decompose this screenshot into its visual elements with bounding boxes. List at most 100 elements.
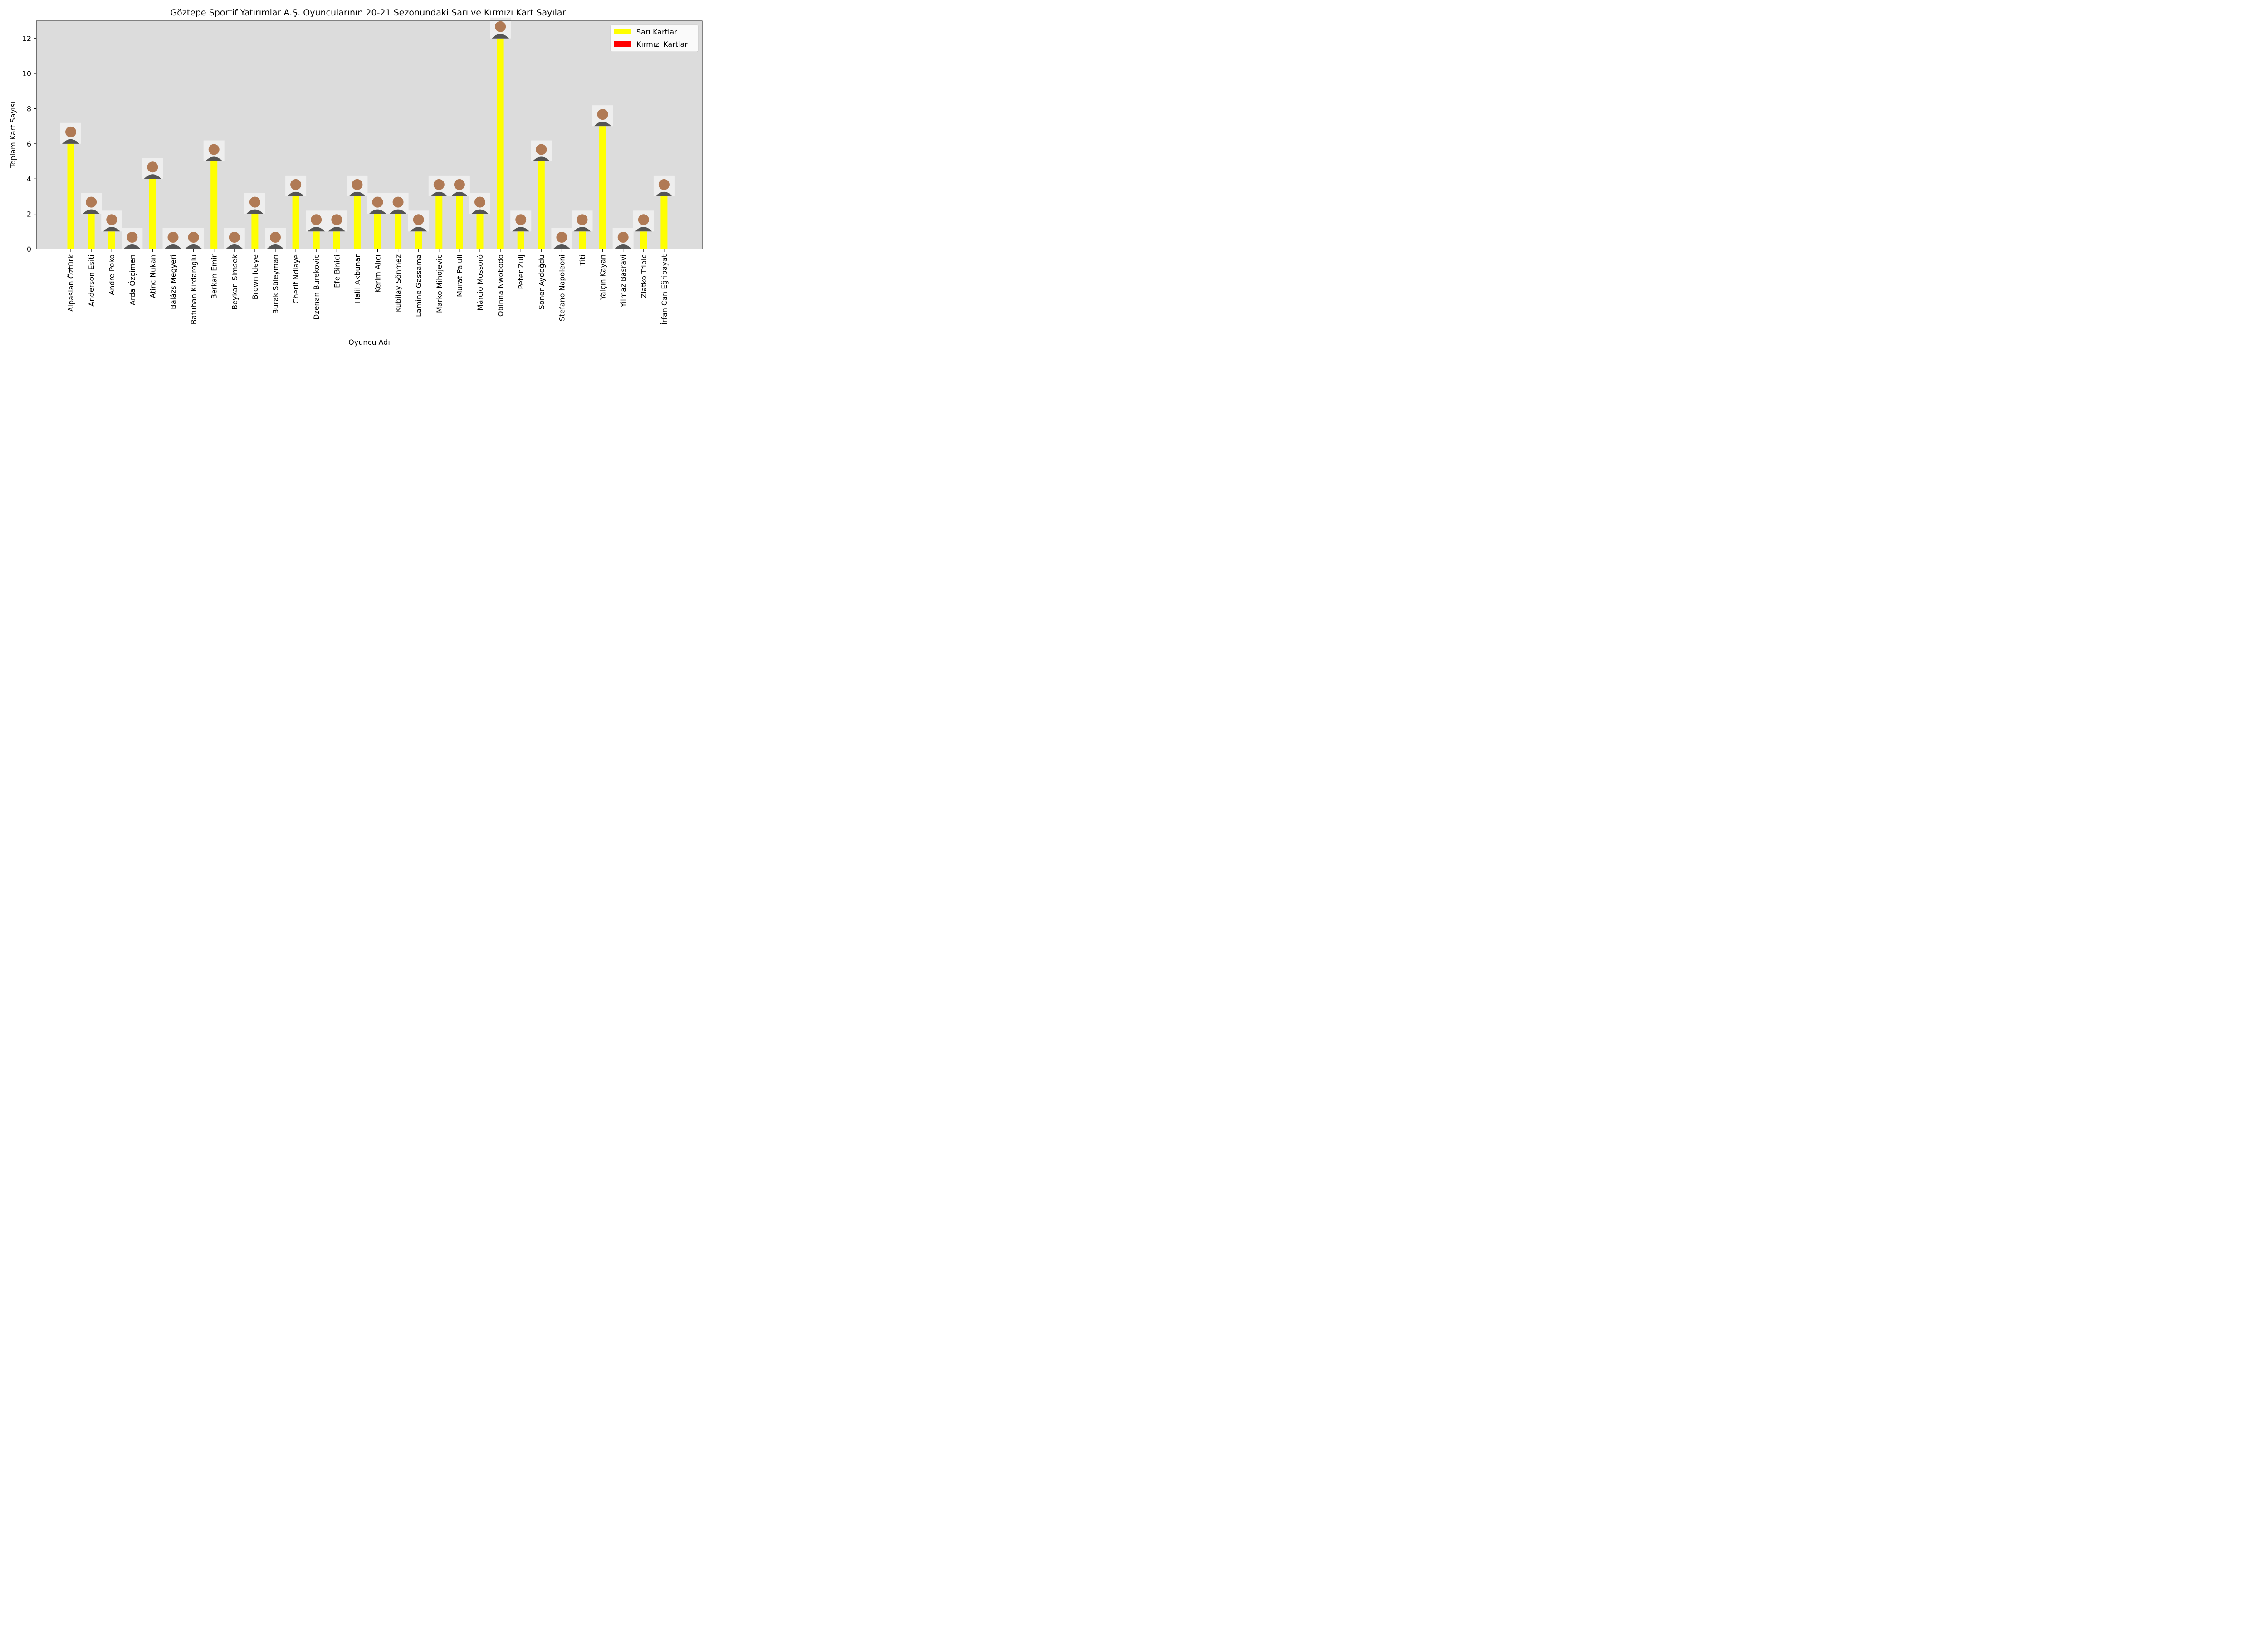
player-photo-icon bbox=[469, 193, 490, 214]
player-photo-icon bbox=[653, 175, 675, 196]
bar-yellow-cards bbox=[108, 231, 115, 249]
x-axis: Alpaslan Öztürk Anderson Esiti Andre Poko A… bbox=[67, 249, 669, 325]
bars-layer bbox=[67, 38, 668, 249]
player-photo-icon bbox=[347, 175, 368, 196]
player-photo-icon bbox=[183, 228, 204, 249]
player-photo-icon bbox=[408, 210, 429, 232]
player-photo-icon bbox=[285, 175, 307, 196]
legend-label-yellow-cards: Sarı Kartlar bbox=[636, 28, 677, 36]
x-tick-label: Obinna Nwobodo bbox=[496, 254, 505, 317]
player-photo-icon bbox=[265, 228, 286, 249]
player-photo-icon bbox=[449, 175, 470, 196]
bar-yellow-cards bbox=[395, 214, 402, 249]
bar-yellow-cards bbox=[374, 214, 381, 249]
x-tick-label: Yalçın Kayan bbox=[599, 254, 607, 300]
x-tick-label: Cherif Ndiaye bbox=[292, 254, 300, 304]
x-tick-label: Beykan Simsek bbox=[230, 254, 239, 310]
bar-yellow-cards bbox=[538, 161, 545, 249]
bar-yellow-cards bbox=[660, 196, 668, 249]
player-photo-icon bbox=[551, 228, 572, 249]
bar-yellow-cards bbox=[251, 214, 259, 249]
plot-frame bbox=[36, 20, 703, 249]
x-tick-label: Andre Poko bbox=[108, 254, 116, 295]
player-photo-icon bbox=[428, 175, 450, 196]
y-tick-label: 4 bbox=[27, 175, 31, 183]
player-photo-icon bbox=[592, 105, 613, 127]
y-tick-label: 2 bbox=[27, 210, 31, 219]
bar-yellow-cards bbox=[599, 126, 606, 249]
card-count-chart: Göztepe Sportif Yatırımlar A.Ş. Oyuncula… bbox=[9, 8, 703, 347]
x-tick-label: Brown Ideye bbox=[251, 254, 259, 299]
player-photo-icon bbox=[387, 193, 409, 214]
x-tick-label: Dzenan Burekovic bbox=[312, 254, 321, 320]
x-tick-label: İrfan Can Eğribayat bbox=[660, 254, 669, 325]
bar-yellow-cards bbox=[415, 231, 422, 249]
x-tick-label: Berkan Emir bbox=[210, 254, 219, 299]
y-tick-label: 6 bbox=[27, 140, 31, 148]
player-photo-icon bbox=[612, 228, 634, 249]
x-tick-label: Kerim Alıcı bbox=[374, 254, 382, 293]
x-tick-label: Arda Özçimen bbox=[128, 254, 137, 305]
x-tick-label: Efe Binici bbox=[332, 254, 341, 288]
bar-yellow-cards bbox=[476, 214, 484, 249]
x-tick-label: Murat Paluli bbox=[455, 254, 464, 297]
player-photos-layer bbox=[60, 17, 675, 249]
player-photo-icon bbox=[367, 193, 388, 214]
x-axis-label: Oyuncu Adı bbox=[348, 338, 390, 347]
player-photo-icon bbox=[81, 193, 102, 214]
player-photo-icon bbox=[60, 122, 81, 144]
y-tick-label: 12 bbox=[22, 34, 31, 43]
bar-yellow-cards bbox=[640, 231, 647, 249]
x-tick-label: Zlatko Tripic bbox=[640, 254, 648, 298]
x-tick-label: Stefano Napoleoni bbox=[557, 254, 566, 321]
x-tick-label: Atinc Nukan bbox=[148, 254, 157, 298]
legend: Sarı Kartlar Kırmızı Kartlar bbox=[610, 24, 699, 52]
bar-yellow-cards bbox=[579, 231, 586, 249]
bar-yellow-cards bbox=[333, 231, 340, 249]
player-photo-icon bbox=[633, 210, 654, 232]
x-tick-label: Peter Zulj bbox=[517, 254, 525, 289]
x-tick-label: Yilmaz Basravi bbox=[619, 254, 628, 308]
player-photo-icon bbox=[203, 140, 225, 161]
legend-label-red-cards: Kırmızı Kartlar bbox=[636, 40, 688, 49]
bar-yellow-cards bbox=[67, 143, 74, 249]
x-tick-label: Anderson Esiti bbox=[87, 254, 96, 307]
player-photo-icon bbox=[306, 210, 327, 232]
player-photo-icon bbox=[122, 228, 143, 249]
legend-swatch-yellow bbox=[614, 29, 631, 34]
bar-yellow-cards bbox=[517, 231, 524, 249]
player-photo-icon bbox=[101, 210, 122, 232]
player-photo-icon bbox=[224, 228, 245, 249]
bar-yellow-cards bbox=[313, 231, 320, 249]
bar-yellow-cards bbox=[88, 214, 95, 249]
legend-swatch-red bbox=[614, 41, 631, 47]
bar-yellow-cards bbox=[435, 196, 443, 249]
player-photo-icon bbox=[510, 210, 532, 232]
legend-box bbox=[610, 24, 699, 52]
y-tick-label: 0 bbox=[27, 245, 31, 254]
y-axis: 0 2 4 6 8 10 12 bbox=[22, 34, 36, 254]
player-photo-icon bbox=[162, 228, 184, 249]
y-tick-label: 8 bbox=[27, 104, 31, 113]
x-tick-label: Lamine Gassama bbox=[415, 254, 423, 317]
y-axis-label: Toplam Kart Sayısı bbox=[9, 102, 17, 169]
player-photo-icon bbox=[244, 193, 265, 214]
player-photo-icon bbox=[572, 210, 593, 232]
x-tick-label: Balázs Megyeri bbox=[169, 254, 178, 309]
player-photo-icon bbox=[326, 210, 347, 232]
bar-yellow-cards bbox=[292, 196, 299, 249]
x-tick-label: Halil Akbunar bbox=[353, 254, 362, 303]
bar-yellow-cards bbox=[210, 161, 218, 249]
x-tick-label: Marko Mihojevic bbox=[435, 254, 444, 313]
bar-yellow-cards bbox=[456, 196, 463, 249]
x-tick-label: Burak Süleyman bbox=[271, 254, 280, 314]
player-photo-icon bbox=[531, 140, 552, 161]
player-photo-icon bbox=[142, 158, 163, 179]
bar-yellow-cards bbox=[497, 38, 504, 249]
y-tick-label: 10 bbox=[22, 69, 31, 78]
x-tick-label: Kubilay Sönmez bbox=[394, 254, 403, 312]
x-tick-label: Titi bbox=[578, 254, 587, 266]
bar-yellow-cards bbox=[149, 179, 156, 249]
x-tick-label: Alpaslan Öztürk bbox=[67, 254, 75, 312]
bar-yellow-cards bbox=[353, 196, 361, 249]
